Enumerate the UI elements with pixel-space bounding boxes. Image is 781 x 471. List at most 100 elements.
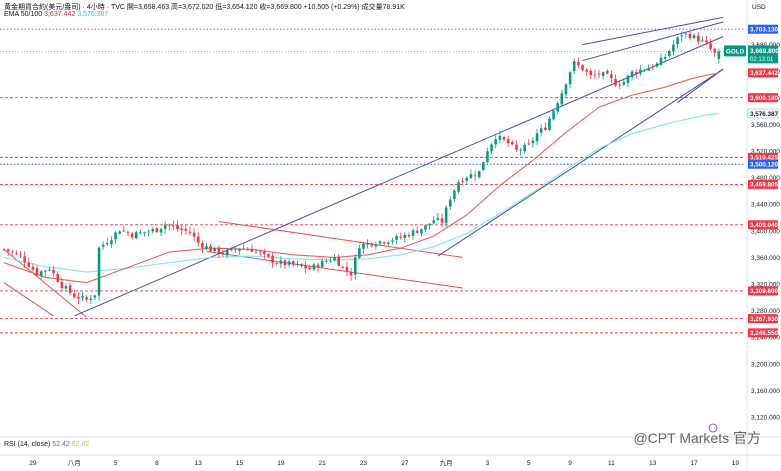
x-tick-label: 21 [319, 460, 327, 467]
candle-body [72, 293, 76, 298]
candle-body [428, 223, 431, 226]
candle-body [651, 66, 655, 68]
ema100-tag [747, 108, 779, 119]
level-tag-label: 3,510.425 [750, 155, 779, 162]
countdown-value: 02:13:01 [750, 57, 774, 63]
level-tag-label: 3,703.130 [750, 27, 779, 34]
x-tick-label: 13 [649, 460, 657, 467]
level-tag [748, 314, 778, 324]
x-tick-label: 19 [732, 460, 740, 467]
candle-body [134, 232, 138, 239]
x-tick-label: 九月 [440, 458, 453, 467]
candle-body [333, 256, 336, 261]
candle-body [325, 261, 328, 262]
candle-body [581, 65, 584, 71]
current-price-tag [748, 45, 778, 64]
candle-body [362, 243, 365, 249]
time-axis: 29 八月 5 8 13 15 19 21 23 27 九月 3 5 9 11 13 17 19 [29, 458, 739, 467]
current-price-value: 3,669.800 [750, 48, 779, 55]
candle-body [527, 143, 531, 145]
candle-body [601, 72, 605, 76]
x-tick-label: 19 [277, 460, 285, 467]
candle-body [267, 254, 270, 257]
ema-header: EMA 50/100 3,637.442 3,576.387 [4, 11, 108, 18]
level-tag-label: 3,409.040 [750, 222, 779, 229]
level-tag [748, 179, 778, 189]
candle-body [560, 93, 564, 105]
candle-body [147, 231, 150, 233]
candle-body [279, 260, 283, 264]
x-tick-label: 5 [527, 460, 531, 467]
candle-body [271, 255, 274, 263]
candle-body [312, 264, 316, 270]
y-tick-label: 3,120.000 [751, 415, 780, 422]
level-tag [748, 93, 778, 103]
y-tick-label: 3,280.000 [751, 308, 780, 315]
candle-body [378, 241, 382, 244]
candle-body [643, 69, 646, 71]
rsi-value-2: 62.42 [71, 441, 90, 448]
candle-body [420, 229, 423, 234]
candle-body [626, 75, 630, 83]
candle-body [618, 84, 621, 86]
ohlc-text: 黃金期貨合約(美元/盎司) · 4小時 · TVC 開=3,658.463 高=… [4, 4, 405, 11]
candle-body [341, 266, 345, 268]
candle-body [614, 78, 617, 86]
candle-body [634, 72, 638, 74]
candle-body [353, 257, 357, 275]
candle-body [68, 285, 72, 293]
level-tag-label: 3,469.805 [750, 182, 779, 189]
candle-body [238, 249, 241, 251]
candle-body [97, 247, 101, 296]
level-tag [748, 24, 778, 34]
candle-body [465, 177, 469, 181]
candle-body [275, 263, 279, 265]
candle-body [473, 175, 477, 177]
symbol-tag [724, 45, 746, 57]
level-tag [748, 328, 778, 338]
x-tick-label: 9 [568, 460, 572, 467]
candle-body [506, 138, 510, 144]
candle-body [122, 230, 126, 232]
candle-body [370, 243, 374, 246]
candle-body [415, 230, 419, 233]
candle-body [539, 128, 543, 133]
candle-body [461, 181, 464, 182]
candle-body [23, 256, 26, 263]
candle-body [52, 269, 55, 274]
candle-body [81, 296, 84, 298]
candle-body [552, 110, 555, 120]
x-tick-label: 3 [486, 460, 490, 467]
symbol-tag-label: GOLD [726, 48, 745, 55]
candle-body [44, 270, 47, 272]
candle-body [201, 243, 204, 248]
trendline-blue [582, 16, 724, 46]
candle-body [564, 84, 568, 95]
level-tag [748, 159, 778, 169]
x-tick-label: 13 [195, 460, 203, 467]
candle-body [515, 144, 518, 150]
trendline-blue [582, 21, 724, 62]
candle-body [668, 51, 671, 56]
candle-body [225, 250, 229, 256]
candle-body [85, 297, 88, 300]
candle-body [139, 232, 142, 234]
candle-body [209, 246, 212, 252]
level-tag-label: 3,267.930 [750, 316, 779, 323]
candle-body [283, 260, 287, 265]
y-tick-label: 3,480.000 [751, 175, 780, 182]
candle-body [258, 251, 262, 253]
candle-body [118, 231, 121, 234]
ema100-value: 3,576.387 [77, 11, 109, 18]
x-tick-label: 11 [608, 460, 615, 467]
candle-body [659, 57, 663, 65]
trendline-red [3, 249, 87, 318]
watermark: @CPT Markets 官方 [633, 430, 761, 446]
candle-body [126, 232, 130, 234]
candle-body [399, 236, 402, 238]
candle-body [242, 248, 245, 250]
candle-body [168, 224, 171, 226]
candle-body [684, 33, 688, 35]
